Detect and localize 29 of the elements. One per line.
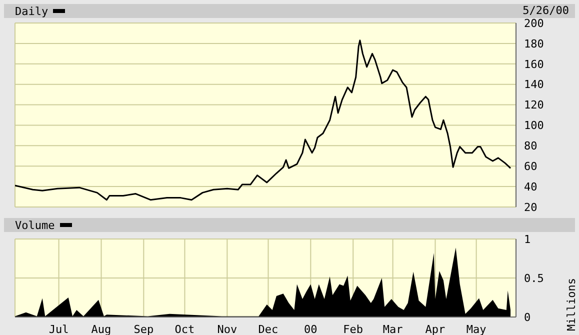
y-tick-label: 20 bbox=[524, 200, 538, 214]
y-axis-title: Millions bbox=[564, 278, 578, 331]
x-tick-label: Oct bbox=[174, 322, 195, 335]
x-tick-label: Sep bbox=[134, 322, 154, 335]
x-tick-label: Aug bbox=[91, 322, 112, 335]
x-tick-label: Nov bbox=[217, 322, 238, 335]
y-tick-label: 200 bbox=[524, 16, 544, 30]
legend-label: Volume bbox=[15, 218, 55, 232]
y-tick-label: 140 bbox=[524, 78, 544, 92]
text: 5/26/00 bbox=[522, 4, 569, 18]
line-series bbox=[15, 40, 512, 201]
x-tick-label: 00 bbox=[304, 322, 318, 335]
y-tick-label: 60 bbox=[524, 160, 538, 174]
y-tick-label: 0 bbox=[524, 310, 531, 324]
y-tick-label: 80 bbox=[524, 140, 538, 153]
x-tick-label: Apr bbox=[425, 322, 446, 335]
y-tick-label: 180 bbox=[524, 37, 544, 50]
x-tick-label: Dec bbox=[258, 322, 278, 335]
x-tick-label: Mar bbox=[382, 322, 404, 335]
y-tick-label: 1 bbox=[524, 232, 531, 246]
x-tick-label: May bbox=[466, 322, 487, 335]
y-tick-label: 100 bbox=[524, 119, 544, 132]
y-tick-label: 120 bbox=[524, 98, 544, 112]
x-tick-label: Jul bbox=[48, 322, 69, 335]
y-tick-label: 0.5 bbox=[524, 272, 544, 285]
y-tick-label: 40 bbox=[524, 180, 538, 194]
legend-label: Daily bbox=[15, 4, 48, 18]
y-tick-label: 160 bbox=[524, 58, 544, 71]
x-tick-label: Feb bbox=[343, 322, 364, 335]
